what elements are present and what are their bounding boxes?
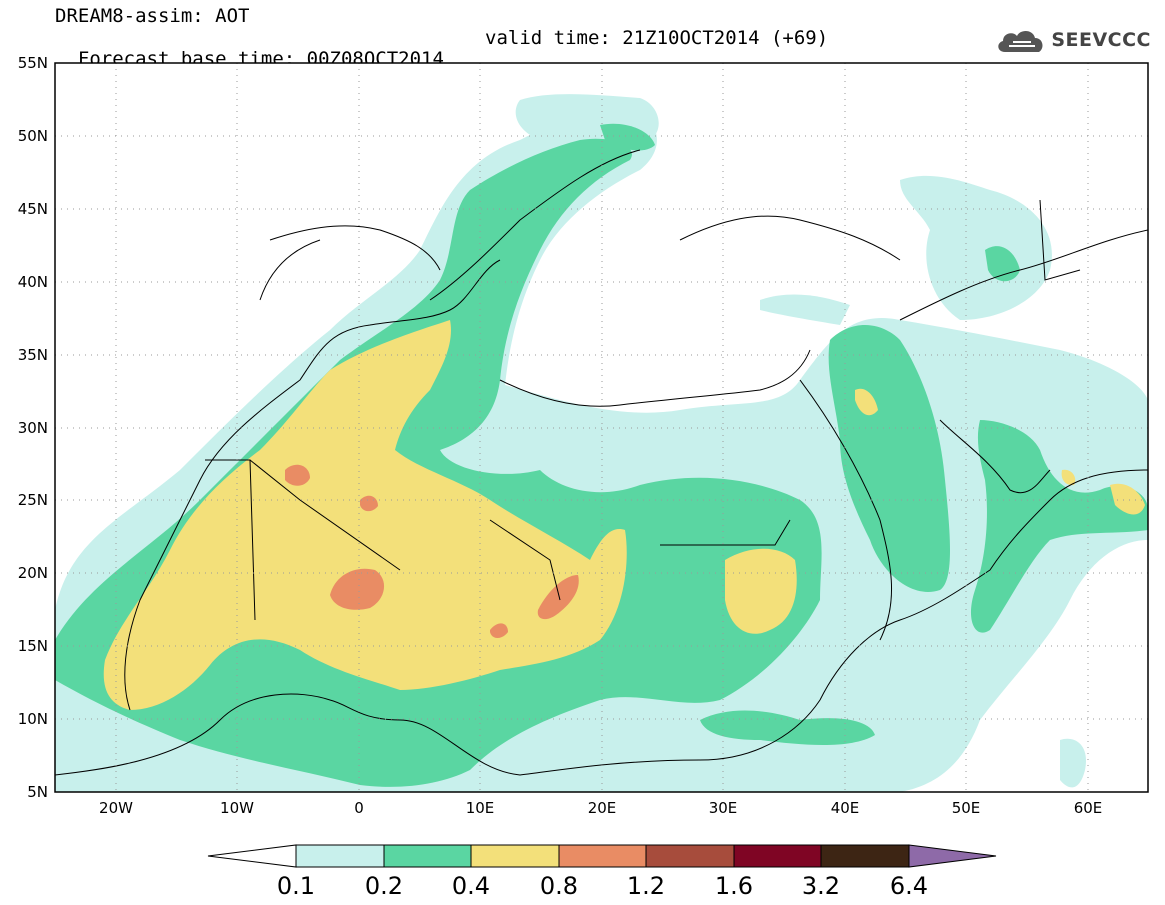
colorbar-label-1.6: 1.6 <box>714 872 754 900</box>
lon-label-20e: 20E <box>587 799 617 817</box>
lat-label-35n: 35N <box>17 346 48 364</box>
colorbar-label-0.8: 0.8 <box>539 872 579 900</box>
lat-label-45n: 45N <box>17 200 48 218</box>
lat-label-15n: 15N <box>17 637 48 655</box>
colorbar-label-0.2: 0.2 <box>364 872 404 900</box>
colorbar-bin-0.8 <box>558 844 647 868</box>
aot-level-0.4 <box>103 320 1145 710</box>
colorbar-over <box>908 844 997 868</box>
lon-label-20w: 20W <box>99 799 133 817</box>
colorbar-bin-0.2 <box>383 844 472 868</box>
colorbar-bin-0.4 <box>470 844 560 868</box>
colorbar-label-0.1: 0.1 <box>276 872 316 900</box>
lat-label-55n: 55N <box>17 54 48 72</box>
lat-label-5n: 5N <box>27 783 48 801</box>
colorbar-label-1.2: 1.2 <box>626 872 666 900</box>
colorbar-label-0.4: 0.4 <box>451 872 491 900</box>
cloud-icon <box>998 30 1043 52</box>
graticule <box>55 63 1148 792</box>
colorbar-label-6.4: 6.4 <box>889 872 929 900</box>
lon-label-30e: 30E <box>708 799 738 817</box>
colorbar <box>207 844 997 868</box>
seevccc-logo: SEEVCCC <box>995 26 1151 54</box>
valid-time: valid time: 21Z10OCT2014 (+69) <box>485 27 829 49</box>
colorbar-bin-1.6 <box>733 844 822 868</box>
lat-label-50n: 50N <box>17 127 48 145</box>
lat-label-30n: 30N <box>17 419 48 437</box>
lat-label-20n: 20N <box>17 564 48 582</box>
colorbar-bin-1.2 <box>645 844 735 868</box>
colorbar-under <box>207 844 297 868</box>
lat-label-25n: 25N <box>17 491 48 509</box>
coastlines <box>55 149 1148 776</box>
lon-label-60e: 60E <box>1073 799 1103 817</box>
lat-label-40n: 40N <box>17 273 48 291</box>
colorbar-label-3.2: 3.2 <box>801 872 841 900</box>
aot-contours <box>55 94 1148 792</box>
aot-level-0.8 <box>285 464 579 638</box>
lon-label-10w: 10W <box>220 799 254 817</box>
lat-label-10n: 10N <box>17 710 48 728</box>
lon-label-40e: 40E <box>830 799 860 817</box>
lon-label-0: 0 <box>354 799 364 817</box>
map-title: DREAM8-assim: AOT <box>55 5 250 27</box>
lon-label-10e: 10E <box>465 799 495 817</box>
colorbar-bin-0.1 <box>295 844 385 868</box>
brand-name: SEEVCCC <box>1051 29 1151 51</box>
lon-label-50e: 50E <box>951 799 981 817</box>
colorbar-bin-3.2 <box>820 844 910 868</box>
map-frame <box>54 62 1149 793</box>
